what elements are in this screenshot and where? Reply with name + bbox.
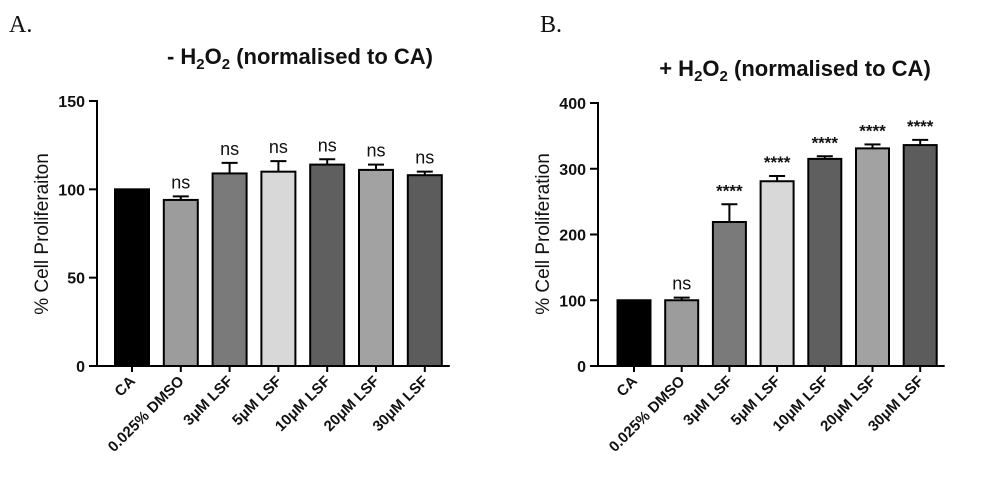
bar: [211, 172, 248, 367]
title-subscript: 2: [196, 56, 204, 73]
significance-label: ****: [907, 117, 934, 136]
chart-title: + H2O2 (normalised to CA): [659, 56, 931, 85]
y-axis-label: % Cell Proliferaiton: [32, 153, 53, 315]
title-part: - H: [167, 44, 196, 69]
title-subscript: 2: [694, 68, 702, 85]
significance-label: ns: [672, 274, 691, 294]
significance-label: ns: [171, 172, 190, 192]
significance-label: ns: [318, 135, 337, 155]
y-tick-label: 50: [67, 271, 85, 288]
bar: [902, 144, 938, 367]
bar: [162, 198, 199, 367]
y-tick-label: 300: [559, 162, 586, 179]
significance-label: ns: [269, 137, 288, 157]
bar: [711, 221, 747, 367]
y-tick-label: 0: [577, 359, 586, 376]
bar: [807, 157, 843, 367]
title-part: (normalised to CA): [230, 44, 433, 69]
title-part: O: [205, 44, 222, 69]
panel-label-b: B.: [540, 12, 563, 38]
bar: [855, 147, 890, 367]
bar: [358, 168, 394, 367]
chart-a: - H2O2 (normalised to CA)% Cell Prolifer…: [32, 44, 450, 456]
x-tick-label: CA: [111, 373, 138, 400]
title-part: (normalised to CA): [728, 56, 931, 81]
y-tick-label: 0: [76, 359, 85, 376]
significance-label: ns: [220, 139, 239, 159]
x-tick-label: CA: [613, 373, 640, 400]
bar: [406, 174, 443, 367]
bar: [309, 163, 346, 367]
title-subscript: 2: [222, 56, 230, 73]
chart-title: - H2O2 (normalised to CA): [167, 44, 433, 73]
y-tick-label: 100: [559, 293, 586, 310]
bar: [260, 170, 297, 367]
y-tick-label: 400: [559, 96, 586, 113]
x-tick-label: 3μM LSF: [680, 373, 736, 429]
significance-label: ****: [764, 153, 791, 172]
y-tick-label: 150: [58, 94, 85, 111]
y-axis-label: % Cell Proliferation: [533, 153, 554, 315]
chart-b: + H2O2 (normalised to CA)% Cell Prolifer…: [533, 56, 945, 456]
title-subscript: 2: [720, 68, 728, 85]
significance-label: ns: [366, 141, 385, 161]
y-tick-label: 100: [58, 182, 85, 199]
title-part: + H: [659, 56, 694, 81]
panel-label-a: A.: [9, 12, 33, 38]
title-part: O: [702, 56, 719, 81]
x-tick-label: 3μM LSF: [180, 373, 236, 429]
bar: [616, 299, 652, 367]
bar: [759, 180, 795, 367]
significance-label: ns: [415, 148, 434, 168]
y-tick-label: 200: [559, 228, 586, 245]
bar: [664, 299, 700, 367]
significance-label: ****: [812, 133, 839, 152]
significance-label: ****: [859, 121, 886, 140]
significance-label: ****: [716, 181, 743, 200]
bar: [114, 188, 150, 367]
